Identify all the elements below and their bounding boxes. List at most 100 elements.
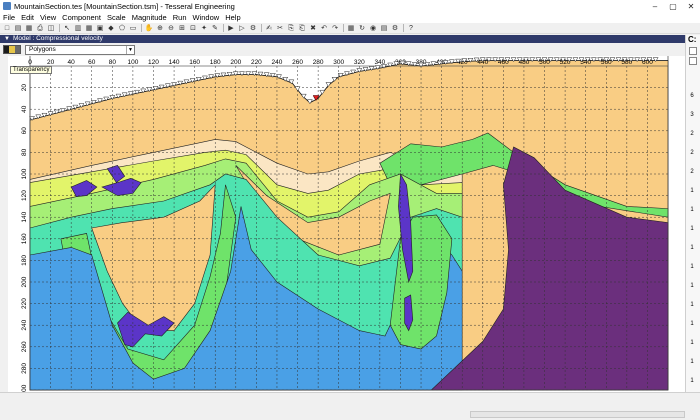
receiver-node-icon[interactable] (306, 99, 313, 105)
violet-body-4[interactable] (117, 311, 175, 348)
receiver-node-icon[interactable] (337, 73, 344, 78)
receiver-node-icon[interactable] (424, 62, 431, 67)
panel-pin-icon[interactable] (689, 57, 697, 65)
refresh-icon[interactable]: ↻ (359, 24, 365, 32)
receiver-node-icon[interactable] (325, 82, 332, 87)
layer-select[interactable]: Polygons ▼ (25, 44, 135, 55)
receiver-node-icon[interactable] (78, 103, 85, 108)
receiver-node-icon[interactable] (171, 82, 178, 87)
receiver-node-icon[interactable] (405, 61, 412, 67)
receiver-node-icon[interactable] (208, 74, 215, 80)
receiver-node-icon[interactable] (504, 57, 511, 63)
receiver-node-icon[interactable] (115, 93, 122, 99)
open-icon[interactable]: ▤ (14, 24, 22, 32)
receiver-node-icon[interactable] (189, 78, 196, 84)
pointer-icon[interactable]: ↖ (64, 24, 70, 32)
receiver-node-icon[interactable] (146, 87, 153, 93)
menu-scale[interactable]: Scale (106, 13, 126, 22)
calc-icon[interactable]: ▤ (380, 24, 388, 32)
receiver-node-icon[interactable] (214, 73, 221, 79)
receiver-node-icon[interactable] (134, 89, 140, 95)
left-syncline-sand[interactable] (91, 183, 216, 331)
receiver-node-icon[interactable] (628, 57, 634, 63)
zoom-fit-icon[interactable]: ⊡ (190, 24, 196, 32)
receiver-node-icon[interactable] (436, 60, 443, 66)
receiver-node-icon[interactable] (183, 79, 190, 85)
maximize-button[interactable]: ▢ (669, 1, 677, 11)
zoom-area-icon[interactable]: ⊞ (179, 24, 185, 32)
receiver-node-icon[interactable] (541, 57, 548, 63)
node-icon[interactable]: ◆ (108, 24, 114, 32)
chevron-down-icon[interactable]: ▼ (126, 45, 134, 54)
receiver-node-icon[interactable] (288, 79, 295, 85)
receiver-node-icon[interactable] (603, 57, 610, 63)
receiver-node-icon[interactable] (127, 91, 134, 96)
receiver-node-icon[interactable] (492, 57, 499, 63)
preview-icon[interactable]: ◫ (47, 24, 55, 32)
violet-dike[interactable] (398, 172, 414, 284)
zoom-out-icon[interactable]: ⊖ (168, 24, 174, 32)
menu-edit[interactable]: Edit (21, 13, 35, 22)
receiver-node-icon[interactable] (158, 84, 165, 90)
receiver-node-icon[interactable] (257, 71, 264, 77)
receiver-node-icon[interactable] (498, 57, 505, 63)
menu-magnitude[interactable]: Magnitude (131, 13, 167, 22)
minimize-button[interactable]: – (652, 1, 658, 11)
undo-icon[interactable]: ↶ (321, 24, 327, 32)
polygon-icon[interactable]: ⬠ (118, 24, 126, 32)
receiver-node-icon[interactable] (535, 57, 542, 63)
receiver-node-icon[interactable] (239, 71, 245, 77)
violet-body-3[interactable] (101, 177, 142, 196)
help-icon[interactable]: ? (409, 24, 413, 32)
receiver-node-icon[interactable] (294, 86, 301, 92)
receiver-node-icon[interactable] (220, 72, 227, 78)
receiver-node-icon[interactable] (560, 57, 566, 63)
menu-help[interactable]: Help (225, 13, 241, 22)
receiver-node-icon[interactable] (350, 69, 357, 75)
receiver-node-icon[interactable] (121, 92, 128, 98)
receiver-node-icon[interactable] (300, 93, 307, 99)
receiver-node-icon[interactable] (523, 57, 529, 63)
receiver-node-icon[interactable] (578, 57, 585, 63)
receiver-node-icon[interactable] (263, 72, 270, 78)
print-icon[interactable]: ⎙ (37, 24, 43, 32)
brush-icon[interactable]: ✍ (266, 24, 272, 32)
receiver-node-icon[interactable] (609, 57, 616, 63)
edit-icon[interactable]: ✎ (212, 24, 218, 32)
receiver-node-icon[interactable] (195, 77, 202, 82)
receiver-node-icon[interactable] (516, 57, 523, 63)
receiver-node-icon[interactable] (201, 75, 208, 81)
receiver-node-icon[interactable] (411, 62, 418, 67)
receiver-node-icon[interactable] (510, 57, 517, 63)
table-icon[interactable]: ▦ (85, 24, 93, 32)
receiver-node-icon[interactable] (374, 65, 381, 70)
receiver-node-icon[interactable] (90, 100, 97, 105)
save-icon[interactable]: ▦ (25, 24, 33, 32)
receiver-node-icon[interactable] (331, 77, 338, 82)
receiver-node-icon[interactable] (566, 57, 573, 63)
receiver-node-icon[interactable] (47, 111, 54, 117)
menu-file[interactable]: File (3, 13, 16, 22)
color-palette-button[interactable] (3, 45, 21, 54)
grid-icon[interactable]: ▥ (74, 24, 82, 32)
receiver-node-icon[interactable] (356, 68, 363, 73)
settings-icon[interactable]: ⚙ (391, 24, 399, 32)
menu-run[interactable]: Run (172, 13, 187, 22)
model-icon[interactable]: ▦ (347, 24, 355, 32)
receiver-node-icon[interactable] (615, 57, 622, 63)
receiver-node-icon[interactable] (553, 57, 560, 63)
receiver-node-icon[interactable] (343, 71, 350, 77)
play-icon[interactable]: ▷ (239, 24, 245, 32)
receiver-node-icon[interactable] (109, 95, 116, 100)
receiver-node-icon[interactable] (479, 57, 486, 63)
receiver-node-icon[interactable] (251, 71, 258, 77)
receiver-node-icon[interactable] (319, 89, 326, 95)
collapse-arrow-icon[interactable]: ▼ (4, 36, 10, 42)
receiver-node-icon[interactable] (590, 57, 597, 63)
menu-component[interactable]: Component (62, 13, 101, 22)
receiver-node-icon[interactable] (597, 57, 604, 63)
layers-icon[interactable]: ▣ (96, 24, 104, 32)
source-marker-icon[interactable] (312, 95, 320, 101)
receiver-node-icon[interactable] (467, 57, 474, 63)
run-icon[interactable]: ▶ (228, 24, 234, 32)
